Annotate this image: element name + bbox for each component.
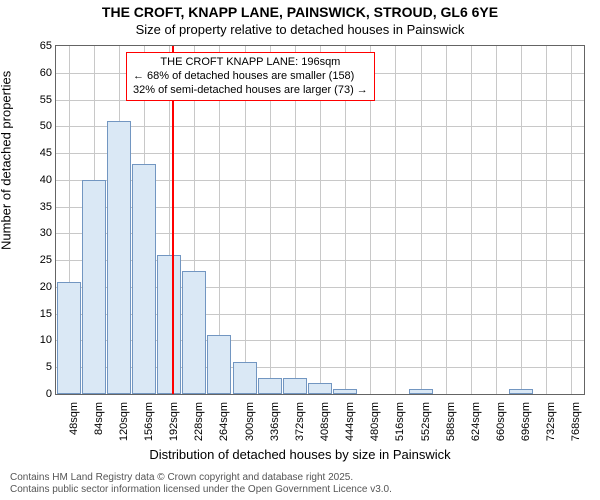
chart-container: THE CROFT, KNAPP LANE, PAINSWICK, STROUD… — [0, 0, 600, 500]
x-tick-label: 300sqm — [244, 402, 256, 441]
chart-title: THE CROFT, KNAPP LANE, PAINSWICK, STROUD… — [0, 4, 600, 20]
histogram-bar — [333, 389, 357, 394]
x-tick-label: 120sqm — [118, 402, 130, 441]
y-tick-label: 35 — [40, 201, 52, 213]
histogram-bar — [82, 180, 106, 394]
x-tick-label: 516sqm — [394, 402, 406, 441]
histogram-bar — [258, 378, 282, 394]
gridline-v — [496, 46, 497, 394]
gridline-v — [546, 46, 547, 394]
x-tick-label: 696sqm — [520, 402, 532, 441]
annotation-line1: THE CROFT KNAPP LANE: 196sqm — [133, 56, 368, 70]
y-axis-label: Number of detached properties — [0, 71, 14, 250]
annotation-line3: 32% of semi-detached houses are larger (… — [133, 84, 368, 98]
histogram-bar — [182, 271, 206, 394]
chart-subtitle: Size of property relative to detached ho… — [0, 22, 600, 37]
x-tick-label: 156sqm — [143, 402, 155, 441]
x-tick-label: 660sqm — [495, 402, 507, 441]
y-tick-label: 40 — [40, 174, 52, 186]
x-tick-label: 48sqm — [68, 402, 80, 435]
gridline-v — [421, 46, 422, 394]
x-tick-label: 588sqm — [445, 402, 457, 441]
y-tick-label: 15 — [40, 308, 52, 320]
x-axis-label: Distribution of detached houses by size … — [0, 447, 600, 462]
gridline-v — [471, 46, 472, 394]
x-tick-label: 624sqm — [470, 402, 482, 441]
gridline-v — [571, 46, 572, 394]
plot-area: 0510152025303540455055606548sqm84sqm120s… — [55, 45, 585, 395]
x-tick-label: 444sqm — [344, 402, 356, 441]
x-tick-label: 480sqm — [369, 402, 381, 441]
y-tick-label: 25 — [40, 254, 52, 266]
histogram-bar — [509, 389, 533, 394]
x-tick-label: 732sqm — [545, 402, 557, 441]
histogram-bar — [157, 255, 181, 394]
y-tick-label: 20 — [40, 281, 52, 293]
y-tick-label: 45 — [40, 147, 52, 159]
gridline-v — [521, 46, 522, 394]
annotation-box: THE CROFT KNAPP LANE: 196sqm ← 68% of de… — [126, 52, 375, 101]
x-tick-label: 768sqm — [570, 402, 582, 441]
gridline-v — [446, 46, 447, 394]
y-tick-label: 55 — [40, 94, 52, 106]
footer-line1: Contains HM Land Registry data © Crown c… — [10, 472, 392, 484]
x-tick-label: 264sqm — [218, 402, 230, 441]
histogram-bar — [207, 335, 231, 394]
x-tick-label: 552sqm — [420, 402, 432, 441]
x-tick-label: 372sqm — [294, 402, 306, 441]
x-tick-label: 192sqm — [168, 402, 180, 441]
y-tick-label: 30 — [40, 227, 52, 239]
footer-text: Contains HM Land Registry data © Crown c… — [10, 472, 392, 496]
x-tick-label: 336sqm — [269, 402, 281, 441]
histogram-bar — [57, 282, 81, 394]
footer-line2: Contains public sector information licen… — [10, 484, 392, 496]
gridline-v — [395, 46, 396, 394]
x-tick-label: 408sqm — [319, 402, 331, 441]
histogram-bar — [409, 389, 433, 394]
histogram-bar — [132, 164, 156, 394]
y-tick-label: 0 — [46, 388, 52, 400]
histogram-bar — [283, 378, 307, 394]
x-tick-label: 84sqm — [93, 402, 105, 435]
y-tick-label: 65 — [40, 40, 52, 52]
annotation-line2: ← 68% of detached houses are smaller (15… — [133, 70, 368, 84]
histogram-bar — [308, 383, 332, 394]
histogram-bar — [233, 362, 257, 394]
y-tick-label: 60 — [40, 67, 52, 79]
x-tick-label: 228sqm — [193, 402, 205, 441]
histogram-bar — [107, 121, 131, 394]
y-tick-label: 50 — [40, 120, 52, 132]
y-tick-label: 5 — [46, 361, 52, 373]
y-tick-label: 10 — [40, 334, 52, 346]
